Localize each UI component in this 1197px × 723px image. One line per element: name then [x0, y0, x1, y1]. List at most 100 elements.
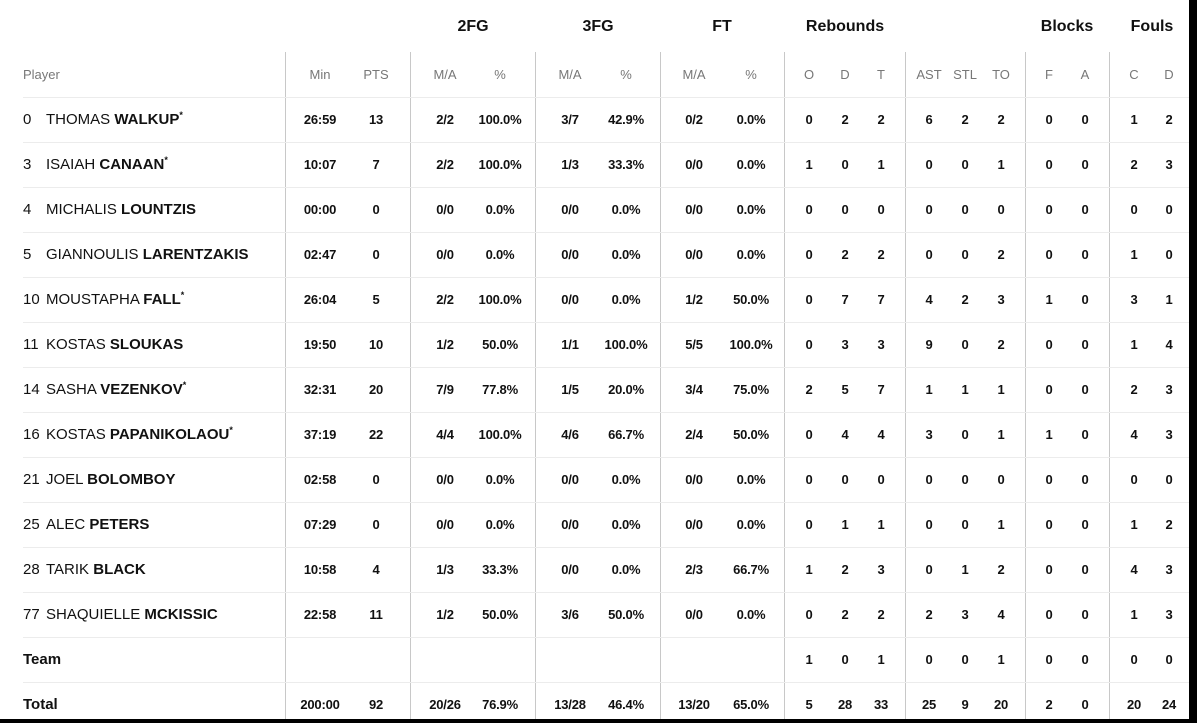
player-name[interactable]: 14 SASHA VEZENKOV*	[23, 380, 186, 398]
player-name[interactable]: 11 KOSTAS SLOUKAS	[23, 336, 183, 353]
cell-fg2-ma: 1/2	[436, 607, 454, 622]
cell-fg2-ma: 4/4	[436, 427, 454, 442]
cell-foul-d: 0	[1165, 202, 1173, 217]
column-header-stl[interactable]: STL	[953, 67, 977, 82]
column-header-foul-d[interactable]: D	[1164, 67, 1174, 82]
cell-pts: 10	[368, 337, 384, 352]
player-name[interactable]: 10 MOUSTAPHA FALL*	[23, 290, 184, 308]
column-header-ft-pct[interactable]: %	[745, 67, 757, 82]
cell-fg3-ma: 4/6	[561, 427, 579, 442]
cell-foul-c: 1	[1130, 607, 1138, 622]
column-header-min[interactable]: Min	[309, 67, 331, 82]
group-header-ft: FT	[712, 18, 732, 35]
column-header-reb-d[interactable]: D	[840, 67, 850, 82]
player-name[interactable]: 4 MICHALIS LOUNTZIS	[23, 201, 196, 218]
cell-pts: 13	[368, 112, 384, 127]
cell-ft-pct: 100.0%	[729, 337, 773, 352]
first-name: SASHA	[46, 381, 97, 398]
row-separator	[23, 682, 1189, 683]
column-header-pts[interactable]: PTS	[363, 67, 389, 82]
cell-ft-pct: 0.0%	[736, 157, 766, 172]
cell-blk-f: 0	[1045, 157, 1053, 172]
column-header-blk-f[interactable]: F	[1045, 67, 1053, 82]
column-header-fg2-pct[interactable]: %	[494, 67, 506, 82]
cell-fg3-pct: 33.3%	[608, 157, 644, 172]
cell-ast: 0	[925, 562, 933, 577]
cell-fg3-pct: 50.0%	[608, 607, 644, 622]
player-name[interactable]: 0 THOMAS WALKUP*	[23, 110, 183, 128]
cell-foul-c: 1	[1130, 112, 1138, 127]
cell-to: 1	[997, 652, 1005, 667]
player-name[interactable]: 21 JOEL BOLOMBOY	[23, 471, 175, 488]
player-name[interactable]: 28 TARIK BLACK	[23, 561, 146, 578]
cell-blk-f: 1	[1045, 427, 1053, 442]
first-name: ISAIAH	[46, 156, 96, 173]
cell-blk-a: 0	[1081, 202, 1089, 217]
cell-fg3-ma: 0/0	[561, 292, 579, 307]
column-header-fg3-ma[interactable]: M/A	[558, 67, 582, 82]
cell-foul-d: 0	[1165, 472, 1173, 487]
cell-ft-ma: 0/0	[685, 202, 703, 217]
cell-ft-pct: 50.0%	[733, 292, 769, 307]
cell-blk-a: 0	[1081, 697, 1089, 712]
cell-ast: 1	[925, 382, 933, 397]
cell-reb-d: 2	[841, 562, 849, 577]
column-divider	[285, 52, 286, 719]
cell-reb-o: 0	[805, 337, 813, 352]
cell-stl: 0	[961, 652, 969, 667]
cell-ft-pct: 0.0%	[736, 247, 766, 262]
last-name: CANAAN	[99, 156, 165, 173]
cell-ast: 0	[925, 472, 933, 487]
cell-blk-a: 0	[1081, 652, 1089, 667]
cell-fg3-ma: 0/0	[561, 247, 579, 262]
row-separator	[23, 502, 1189, 503]
player-name[interactable]: 5 GIANNOULIS LARENTZAKIS	[23, 246, 249, 263]
row-separator	[23, 637, 1189, 638]
cell-fg2-pct: 77.8%	[482, 382, 518, 397]
row-separator	[23, 277, 1189, 278]
cell-ast: 25	[921, 697, 937, 712]
cell-min: 200:00	[300, 697, 340, 712]
cell-blk-f: 0	[1045, 337, 1053, 352]
column-header-blk-a[interactable]: A	[1080, 67, 1090, 82]
column-header-to[interactable]: TO	[992, 67, 1010, 82]
column-header-fg3-pct[interactable]: %	[620, 67, 632, 82]
cell-foul-c: 20	[1126, 697, 1142, 712]
cell-fg3-pct: 0.0%	[611, 202, 641, 217]
column-header-fg2-ma[interactable]: M/A	[433, 67, 457, 82]
cell-stl: 0	[961, 202, 969, 217]
cell-foul-d: 3	[1165, 157, 1173, 172]
player-name[interactable]: 16 KOSTAS PAPANIKOLAOU*	[23, 425, 233, 443]
jersey-number: 25	[23, 516, 40, 533]
cell-reb-o: 1	[805, 157, 813, 172]
last-name: BLACK	[93, 561, 146, 578]
column-divider	[410, 52, 411, 719]
column-header-ft-ma[interactable]: M/A	[682, 67, 706, 82]
cell-foul-d: 3	[1165, 427, 1173, 442]
cell-ast: 3	[925, 427, 933, 442]
player-name[interactable]: 25 ALEC PETERS	[23, 516, 149, 533]
cell-reb-t: 7	[877, 292, 885, 307]
player-name[interactable]: 3 ISAIAH CANAAN*	[23, 155, 168, 173]
first-name: KOSTAS	[46, 426, 106, 443]
cell-foul-c: 4	[1130, 562, 1138, 577]
column-header-reb-t[interactable]: T	[877, 67, 885, 82]
cell-fg2-ma: 7/9	[436, 382, 454, 397]
column-header-reb-o[interactable]: O	[803, 67, 815, 82]
cell-min: 02:47	[303, 247, 337, 262]
cell-foul-d: 2	[1165, 517, 1173, 532]
cell-fg2-ma: 2/2	[436, 292, 454, 307]
cell-ft-pct: 0.0%	[736, 607, 766, 622]
group-header-3fg: 3FG	[582, 18, 614, 35]
column-header-ast[interactable]: AST	[916, 67, 942, 82]
cell-ft-pct: 0.0%	[736, 472, 766, 487]
cell-stl: 1	[961, 382, 969, 397]
column-header-foul-c[interactable]: C	[1129, 67, 1139, 82]
cell-fg2-pct: 100.0%	[478, 157, 522, 172]
player-name[interactable]: 77 SHAQUIELLE MCKISSIC	[23, 606, 218, 623]
cell-fg2-ma: 0/0	[436, 202, 454, 217]
cell-fg2-ma: 2/2	[436, 157, 454, 172]
column-header-player[interactable]: Player	[23, 67, 60, 82]
cell-foul-d: 4	[1165, 337, 1173, 352]
cell-foul-d: 0	[1165, 652, 1173, 667]
